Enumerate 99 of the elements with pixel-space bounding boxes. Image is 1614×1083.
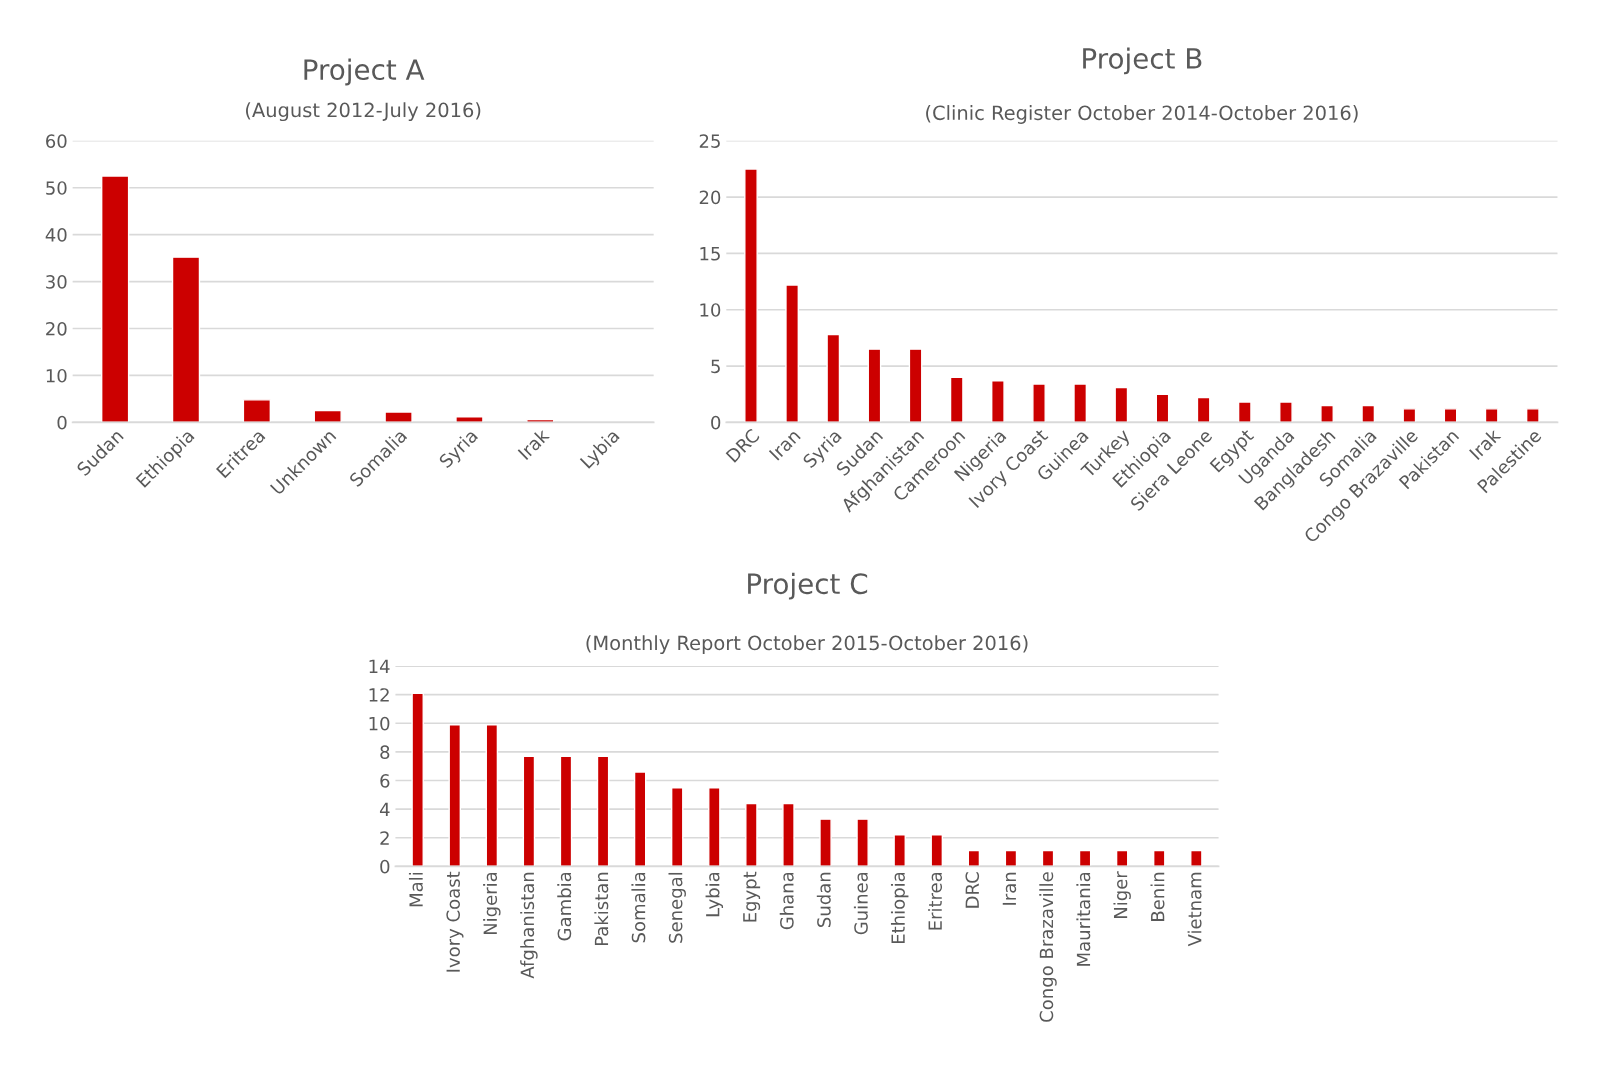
y-tick-label: 40 xyxy=(45,228,67,242)
bar xyxy=(1152,849,1166,867)
x-tick-label: DRC xyxy=(965,872,980,908)
bar xyxy=(1041,849,1055,867)
bar xyxy=(1484,408,1499,423)
bar xyxy=(1320,404,1334,423)
y-tick-label: 10 xyxy=(369,716,390,731)
chart-title: Project B xyxy=(1083,47,1202,75)
y-tick-label: 20 xyxy=(46,321,67,336)
x-tick-label: Lybia xyxy=(705,872,724,917)
x-tick-label: Irak xyxy=(517,427,551,461)
bar xyxy=(819,818,832,867)
x-tick-label: Niger xyxy=(1113,871,1131,919)
bar xyxy=(596,755,610,867)
bar xyxy=(522,755,536,867)
x-tick-label: Afghanistan xyxy=(520,872,538,979)
bar xyxy=(745,802,758,867)
bar xyxy=(782,802,795,867)
bar xyxy=(1237,401,1252,423)
bar xyxy=(171,256,201,423)
y-tick-label: 10 xyxy=(46,368,67,383)
x-tick-label: Egypt xyxy=(743,871,761,922)
bar xyxy=(485,724,499,867)
x-tick-label: Mali xyxy=(408,872,423,907)
bar xyxy=(1190,849,1203,867)
x-tick-label: Somalia xyxy=(631,872,646,943)
y-tick-label: 60 xyxy=(46,134,67,148)
bar xyxy=(1279,401,1293,423)
bar xyxy=(559,755,573,867)
x-tick-label: Nigeria xyxy=(483,872,501,935)
x-tick-label: Mauritania xyxy=(1076,872,1091,966)
y-tick-label: 4 xyxy=(379,802,390,817)
chart-subtitle: (August 2012-July 2016) xyxy=(246,102,481,122)
bar xyxy=(991,380,1005,423)
bar xyxy=(455,416,484,423)
bar xyxy=(1155,393,1170,423)
bar xyxy=(908,348,923,423)
y-tick-label: 0 xyxy=(711,415,721,430)
bar xyxy=(411,692,424,867)
x-tick-label: Pakistan xyxy=(594,872,609,946)
y-tick-label: 0 xyxy=(380,859,390,874)
bar xyxy=(242,399,272,423)
x-tick-label: Ethiopia xyxy=(890,872,909,944)
bar xyxy=(826,333,841,423)
bar xyxy=(670,786,684,867)
bar xyxy=(708,786,721,867)
x-tick-label: Iran xyxy=(768,428,801,461)
bar xyxy=(1402,408,1417,423)
y-tick-label: 50 xyxy=(46,181,67,195)
bar xyxy=(867,348,882,423)
y-tick-label: 10 xyxy=(700,303,721,317)
y-tick-label: 8 xyxy=(380,745,390,760)
y-tick-label: 25 xyxy=(699,134,720,148)
bar xyxy=(1073,383,1088,423)
x-tick-label: Eritrea xyxy=(928,872,943,930)
x-tick-label: Iran xyxy=(1002,872,1017,905)
bar xyxy=(1114,386,1129,423)
y-tick-label: 2 xyxy=(380,831,389,845)
bar xyxy=(1525,408,1540,423)
y-tick-label: 14 xyxy=(369,659,390,673)
y-tick-label: 12 xyxy=(369,688,389,702)
x-tick-label: Guinea xyxy=(853,872,868,935)
bar xyxy=(633,771,647,867)
chart-title: Project C xyxy=(748,572,868,600)
bar xyxy=(785,284,800,423)
bar xyxy=(1443,408,1458,423)
x-tick-label: Sudan xyxy=(816,872,831,927)
x-tick-label: Senegal xyxy=(668,872,686,943)
bar xyxy=(930,834,944,867)
chart-title: Project A xyxy=(304,58,425,86)
y-tick-label: 0 xyxy=(57,415,67,430)
bar xyxy=(1078,849,1092,867)
bar xyxy=(313,409,342,423)
x-tick-label: Benin xyxy=(1150,872,1165,921)
bar xyxy=(856,818,869,867)
bar xyxy=(384,411,413,423)
bar xyxy=(744,168,758,423)
bar xyxy=(1196,396,1211,423)
bar xyxy=(1032,383,1046,423)
x-tick-label: Vietnam xyxy=(1187,872,1202,947)
chart-subtitle: (Clinic Register October 2014-October 2016) xyxy=(926,105,1358,124)
bar xyxy=(967,849,981,867)
x-tick-label: Ghana xyxy=(779,872,794,930)
x-tick-label: Gambia xyxy=(557,872,572,941)
bar xyxy=(100,175,130,423)
x-tick-label: Ivory Coast xyxy=(446,871,464,972)
bar xyxy=(1115,849,1129,867)
bar xyxy=(448,724,462,867)
bar xyxy=(949,376,964,423)
y-tick-label: 6 xyxy=(380,773,390,788)
bar xyxy=(1361,404,1376,423)
y-tick-label: 15 xyxy=(700,247,720,261)
y-tick-label: 20 xyxy=(699,190,721,205)
y-tick-label: 5 xyxy=(711,359,720,374)
bar xyxy=(1004,849,1018,867)
x-tick-label: Congo Brazaville xyxy=(1039,872,1057,1022)
bar xyxy=(893,834,906,867)
y-tick-label: 30 xyxy=(46,275,67,289)
chart-subtitle: (Monthly Report October 2015-October 2016) xyxy=(586,635,1028,655)
